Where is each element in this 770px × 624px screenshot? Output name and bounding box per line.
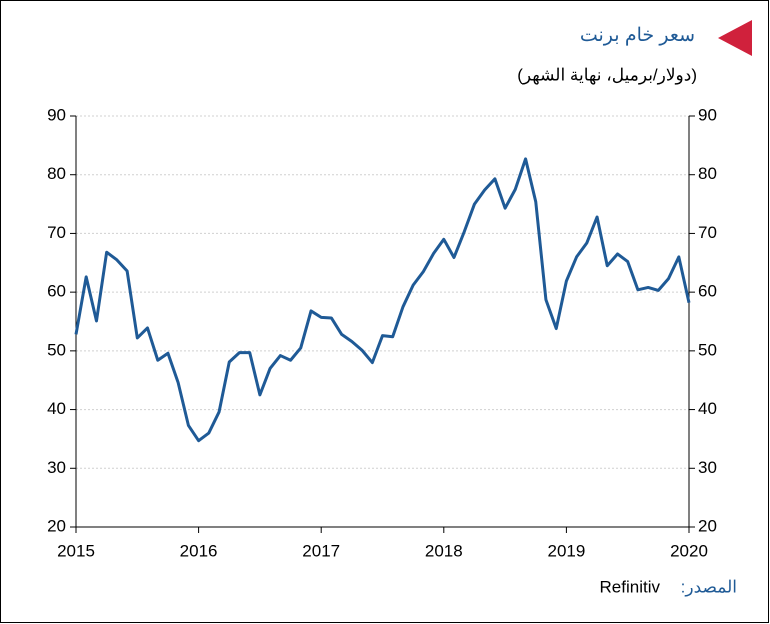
y-tick-label: 60 — [47, 282, 66, 301]
x-tick-label: 2017 — [302, 541, 340, 560]
x-tick-label: 2020 — [670, 541, 708, 560]
y2-tick-label: 70 — [698, 223, 717, 242]
y-tick-label: 20 — [47, 516, 66, 535]
y2-tick-label: 40 — [698, 399, 717, 418]
y-tick-label: 30 — [47, 458, 66, 477]
line — [74, 157, 691, 443]
y2-tick-label: 50 — [698, 340, 717, 359]
y-tick-label: 80 — [47, 164, 66, 183]
y-tick-label: 90 — [47, 105, 66, 124]
y2-tick-label: 20 — [698, 516, 717, 535]
y-tick-label: 40 — [47, 399, 66, 418]
y2-tick-label: 80 — [698, 164, 717, 183]
source-label: المصدر: — [681, 577, 737, 597]
x-tick-label: 2016 — [180, 541, 218, 560]
y2-tick-label: 30 — [698, 458, 717, 477]
y2-tick-label: 60 — [698, 282, 717, 301]
source: Refinitiv — [600, 577, 661, 596]
x-tick-label: 2019 — [547, 541, 585, 560]
chart-subtitle: (دولار/برميل، نهاية الشهر) — [517, 65, 697, 85]
x-tick-label: 2015 — [57, 541, 95, 560]
title-marker — [718, 20, 752, 56]
chart-title: سعر خام برنت — [580, 25, 695, 46]
y2-tick-label: 90 — [698, 105, 717, 124]
y-tick-label: 70 — [47, 223, 66, 242]
y-tick-label: 50 — [47, 340, 66, 359]
x-tick-label: 2018 — [425, 541, 463, 560]
